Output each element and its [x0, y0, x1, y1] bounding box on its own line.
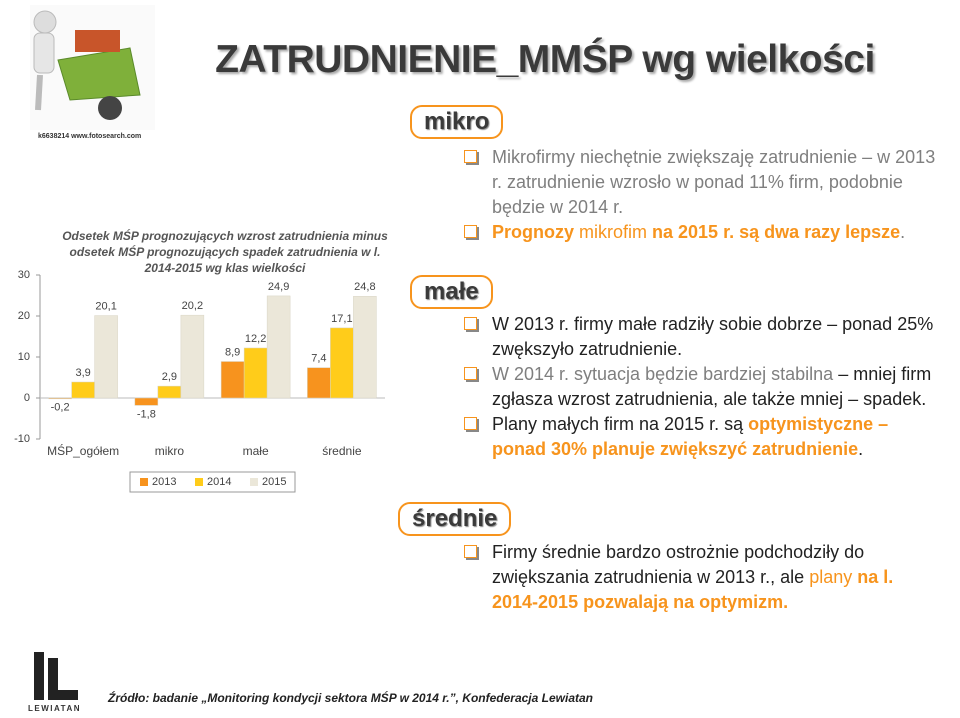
bullet-list: W 2013 r. firmy małe radziły sobie dobrz…	[460, 312, 940, 462]
value-label: 20,1	[95, 300, 116, 312]
text-run: Prognozy	[492, 222, 575, 242]
bar	[330, 327, 354, 399]
photo-caption: k6638214 www.fotosearch.com	[38, 133, 142, 140]
y-tick-label: -10	[14, 433, 30, 445]
legend-swatch	[140, 478, 148, 486]
section-heading: małe	[410, 275, 493, 309]
value-label: 7,4	[311, 353, 326, 365]
text-run: .	[858, 439, 864, 459]
x-tick-label: mikro	[155, 444, 185, 458]
text-run: W 2013 r. firmy małe radziły sobie dobrz…	[492, 314, 934, 359]
value-label: 17,1	[331, 313, 352, 325]
bullet-list: Firmy średnie bardzo ostrożnie podchodzi…	[460, 540, 940, 615]
legend-label: 2013	[152, 476, 176, 488]
value-label: 24,9	[268, 281, 289, 293]
bar	[180, 314, 205, 399]
text-run: na l. 2014-2015 pozwalają na optymizm.	[492, 567, 894, 612]
text-run: Firmy średnie bardzo ostrożnie podchodzi…	[492, 542, 865, 587]
legend-swatch	[250, 478, 258, 486]
legend-box	[129, 471, 296, 493]
text-run: optymistyczne – ponad 30% planuje zwięks…	[492, 414, 889, 459]
legend-label: 2014	[207, 476, 231, 488]
bar	[266, 295, 291, 399]
x-tick-label: MŚP_ogółem	[47, 443, 119, 458]
bar	[307, 367, 331, 399]
bar	[157, 385, 182, 399]
bullet: W 2014 r. sytuacja będzie bardziej stabi…	[460, 362, 940, 412]
text-run: W 2014 r. sytuacja będzie bardziej stabi…	[492, 364, 834, 384]
bar	[134, 397, 159, 406]
source: Źródło: badanie „Monitoring kondycji sek…	[108, 691, 593, 705]
value-label: 20,2	[182, 300, 203, 312]
bar	[71, 381, 95, 399]
slide-title: ZATRUDNIENIE_MMŚP wg wielkości	[215, 38, 875, 81]
bar	[94, 315, 118, 399]
logo-text: LEWIATAN	[28, 704, 82, 713]
photo	[30, 5, 155, 130]
bullet-list: Mikrofirmy niechętnie zwiększaję zatrudn…	[460, 145, 940, 245]
bullet: Plany małych firm na 2015 r. są optymist…	[460, 412, 940, 462]
value-label: 24,8	[354, 281, 375, 293]
bar	[48, 397, 72, 400]
x-tick-label: średnie	[322, 444, 362, 458]
section-heading: średnie	[398, 502, 512, 536]
bullet: W 2013 r. firmy małe radziły sobie dobrz…	[460, 312, 940, 362]
y-tick-label: 30	[18, 269, 30, 281]
text-run: Plany małych firm na 2015 r. są	[492, 414, 749, 434]
value-label: 12,2	[245, 333, 266, 345]
bar	[353, 296, 377, 399]
value-label: -1,8	[137, 408, 156, 420]
value-label: 3,9	[75, 367, 90, 379]
text-run: .	[900, 222, 906, 242]
bar	[243, 347, 268, 399]
text-run: na 2015 r. są dwa razy lepsze	[652, 222, 901, 242]
y-tick-label: 10	[18, 351, 30, 363]
y-tick-label: 20	[18, 310, 30, 322]
bullet: Firmy średnie bardzo ostrożnie podchodzi…	[460, 540, 940, 615]
x-tick-label: małe	[243, 444, 269, 458]
logo-mark	[34, 652, 78, 700]
value-label: -0,2	[51, 402, 70, 414]
bar	[220, 361, 245, 399]
value-label: 8,9	[225, 346, 240, 358]
value-label: 2,9	[162, 371, 177, 383]
text-run: Mikrofirmy niechętnie zwiększaję zatrudn…	[492, 147, 936, 217]
y-tick-label: 0	[24, 392, 30, 404]
text-run: – mniej firm zgłasza wzrost zatrudnienia…	[492, 364, 932, 409]
bullet: Mikrofirmy niechętnie zwiększaję zatrudn…	[460, 145, 940, 220]
legend-label: 2015	[262, 476, 286, 488]
text-run: mikrofim	[574, 222, 653, 242]
chart-title: Odsetek MŚP prognozujących wzrost zatrud…	[62, 229, 388, 275]
legend-swatch	[195, 478, 203, 486]
bullet: Prognozy mikrofim na 2015 r. są dwa razy…	[460, 220, 940, 245]
section-heading: mikro	[410, 105, 504, 139]
text-run: plany	[809, 567, 853, 587]
